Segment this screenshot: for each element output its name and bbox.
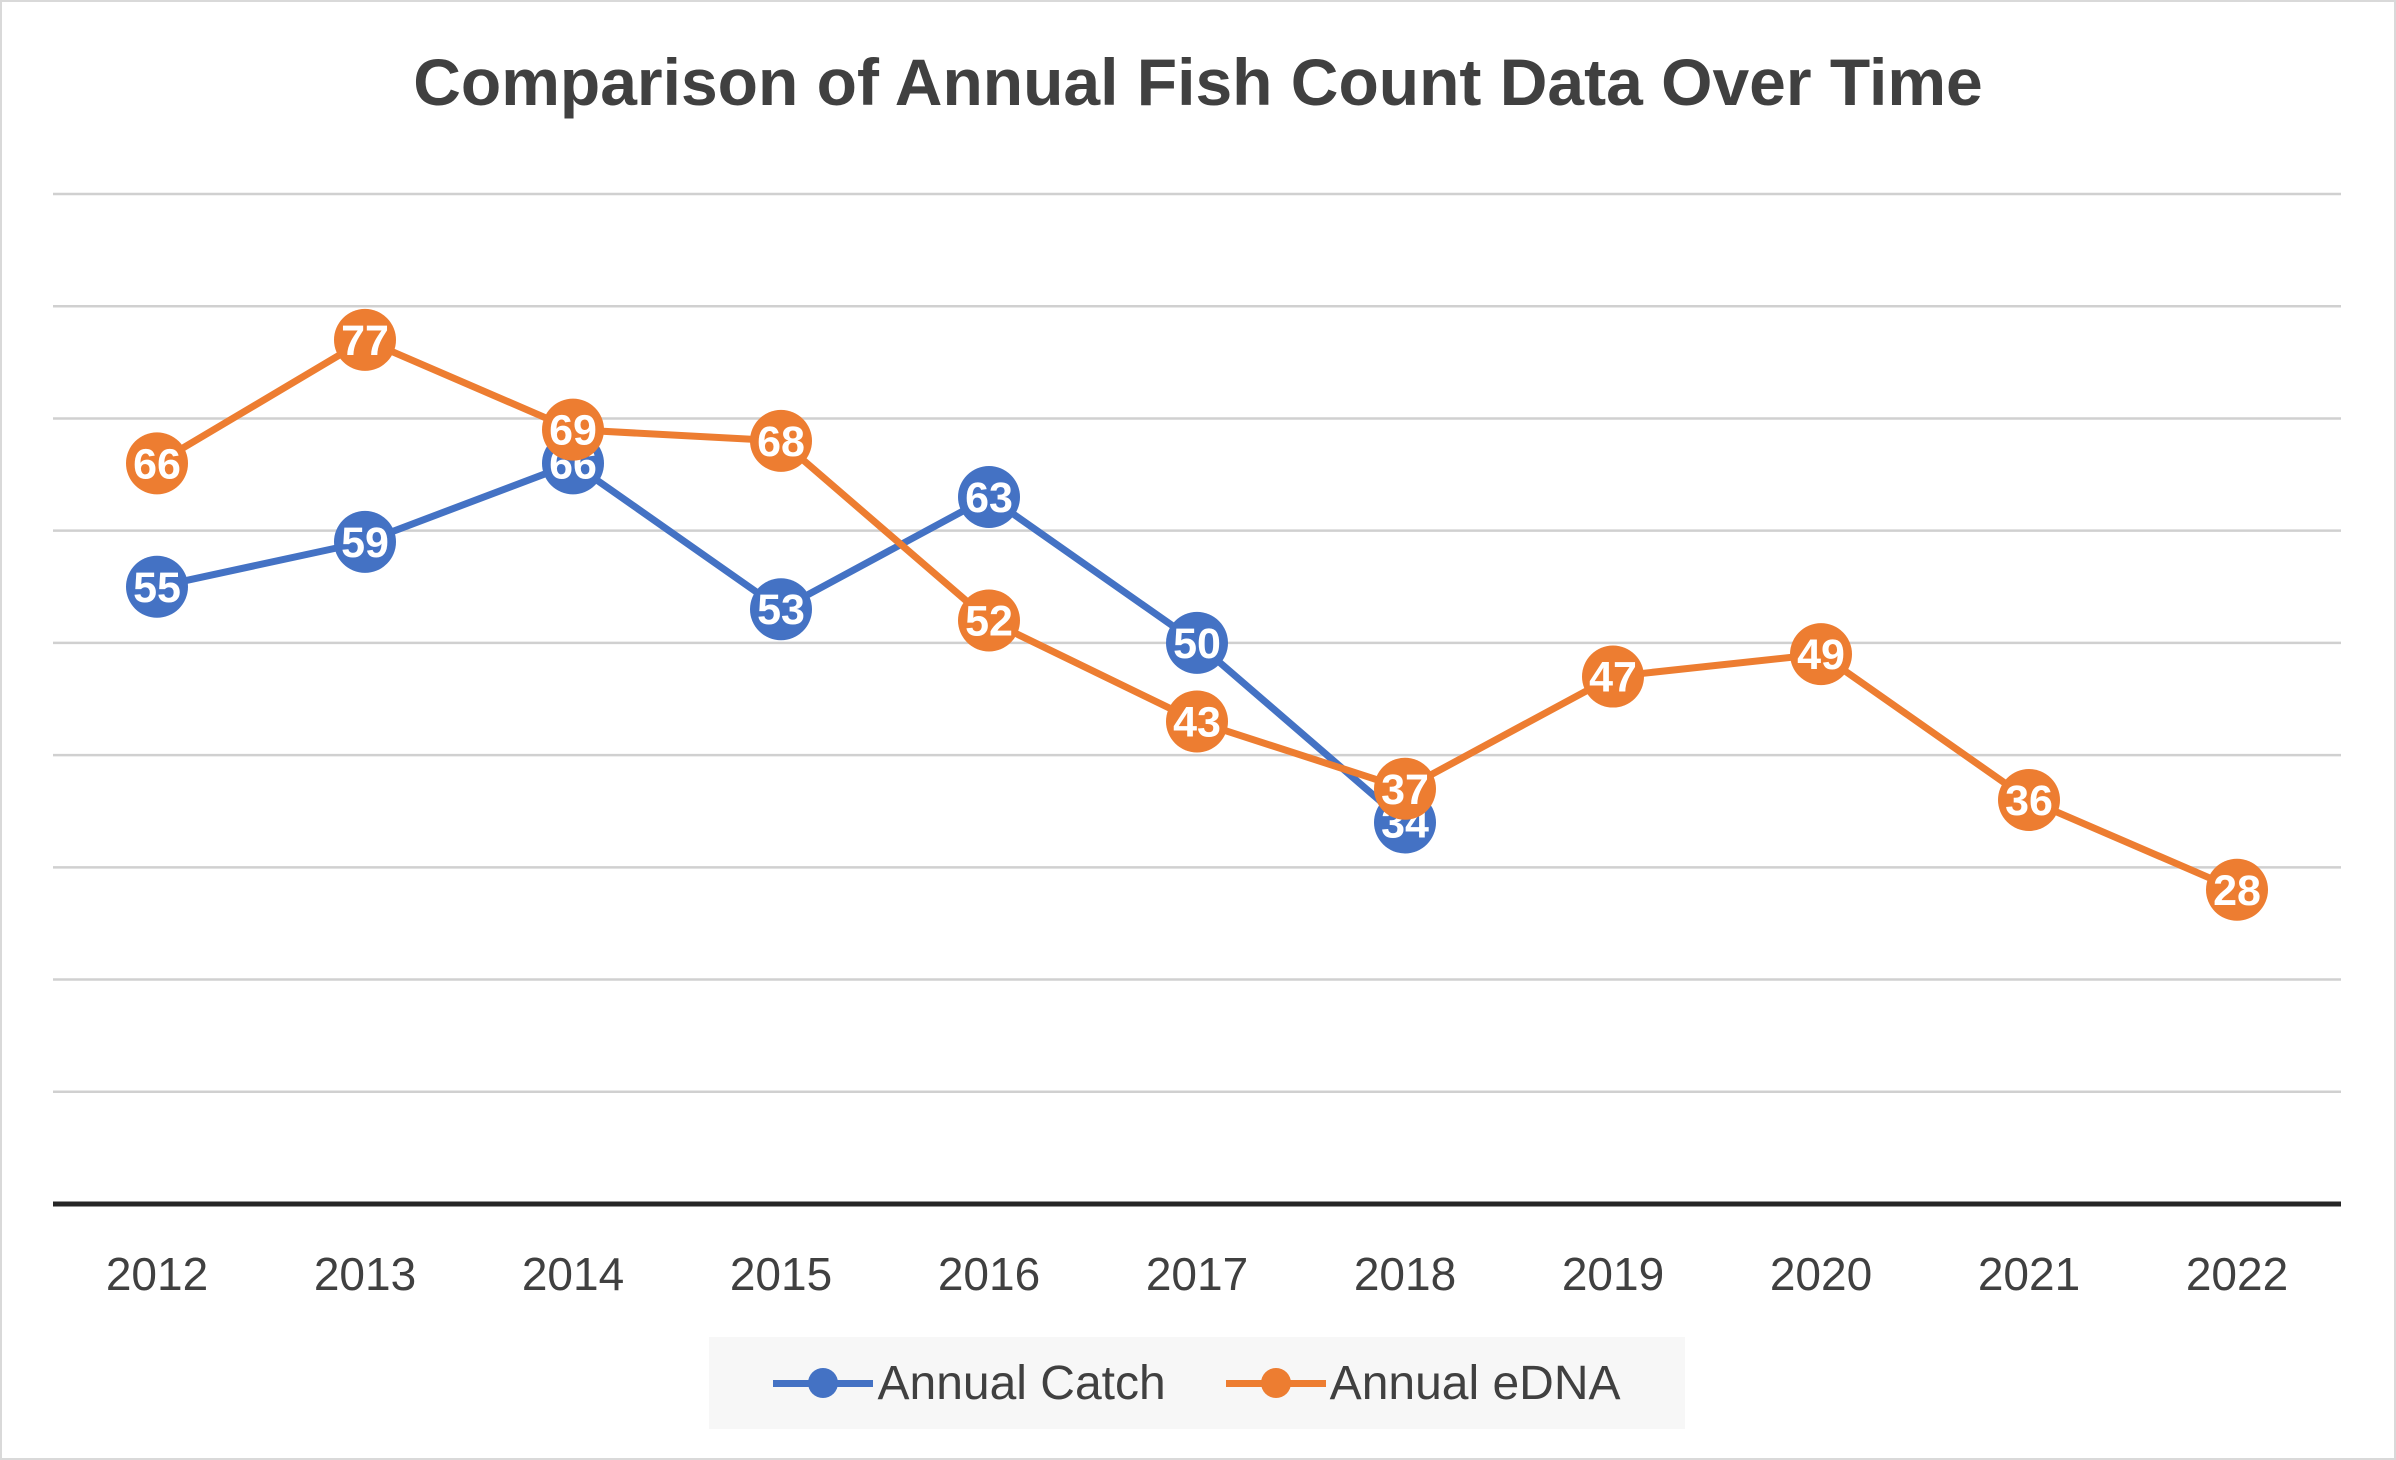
data-label: 53 xyxy=(757,586,805,634)
data-label: 63 xyxy=(965,474,1013,522)
x-tick-label: 2021 xyxy=(1978,1248,2080,1300)
x-tick-label: 2013 xyxy=(314,1248,416,1300)
data-point xyxy=(1998,769,2060,831)
data-label: 59 xyxy=(341,519,389,567)
legend-item-annual-edna: Annual eDNA xyxy=(1225,1356,1621,1411)
data-label: 77 xyxy=(341,317,389,365)
data-point xyxy=(1166,611,1228,674)
data-label: 55 xyxy=(133,564,181,612)
data-label: 49 xyxy=(1797,631,1845,679)
chart-title: Comparison of Annual Fish Count Data Ove… xyxy=(413,45,1983,119)
data-point xyxy=(126,555,188,618)
legend-label: Annual Catch xyxy=(877,1356,1166,1410)
data-label: 28 xyxy=(2213,867,2261,915)
x-tick-label: 2019 xyxy=(1562,1248,1664,1300)
x-tick-label: 2022 xyxy=(2186,1248,2288,1300)
data-label: 47 xyxy=(1589,654,1637,702)
data-point xyxy=(1374,757,1436,820)
legend-marker-icon xyxy=(773,1363,874,1403)
data-point xyxy=(750,578,812,641)
legend-label: Annual eDNA xyxy=(1329,1356,1621,1410)
data-point xyxy=(958,466,1020,528)
data-point xyxy=(542,398,604,461)
data-label: 37 xyxy=(1381,766,1429,814)
data-point xyxy=(334,510,396,573)
data-point xyxy=(958,589,1020,652)
data-point xyxy=(1790,623,1852,686)
legend-item-annual-catch: Annual Catch xyxy=(773,1356,1166,1411)
legend-marker-icon xyxy=(1225,1363,1326,1403)
data-point xyxy=(1582,645,1644,708)
data-label: 52 xyxy=(965,597,1013,645)
data-label: 68 xyxy=(757,418,805,466)
x-tick-label: 2014 xyxy=(522,1248,624,1300)
data-point xyxy=(750,409,812,472)
x-tick-label: 2020 xyxy=(1770,1248,1872,1300)
data-label: 50 xyxy=(1173,620,1221,668)
data-point xyxy=(2206,858,2268,921)
legend: Annual Catch Annual eDNA xyxy=(709,1337,1685,1429)
data-point xyxy=(1166,690,1228,753)
x-tick-label: 2017 xyxy=(1146,1248,1248,1300)
x-tick-label: 2012 xyxy=(106,1248,208,1300)
data-point xyxy=(334,308,396,371)
x-tick-label: 2018 xyxy=(1354,1248,1456,1300)
data-point xyxy=(126,432,188,495)
data-label: 43 xyxy=(1173,698,1221,746)
x-tick-label: 2016 xyxy=(938,1248,1040,1300)
data-label: 36 xyxy=(2005,777,2053,825)
data-label: 66 xyxy=(133,440,181,488)
data-label: 69 xyxy=(549,407,597,455)
x-tick-label: 2015 xyxy=(730,1248,832,1300)
